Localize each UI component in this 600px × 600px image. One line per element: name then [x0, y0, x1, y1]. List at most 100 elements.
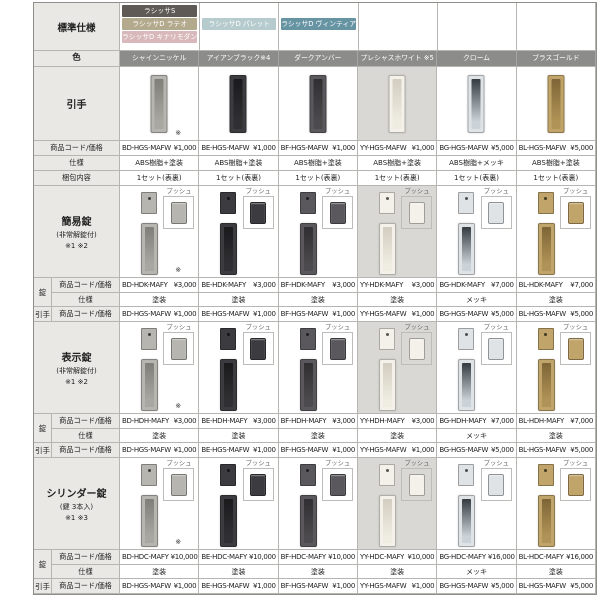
push-button-image	[250, 337, 267, 360]
row-label-spec: 仕様	[52, 293, 120, 307]
lock-plate-image	[141, 192, 158, 214]
lock-plate-image	[379, 328, 396, 350]
color-name-brass-gold: ブラスゴールド	[516, 51, 596, 67]
lock-cylinder-image	[299, 464, 316, 486]
product-code: BE-HDC-MAFY	[201, 553, 247, 561]
push-button-figure: プッシュ	[242, 187, 274, 229]
push-button-box	[560, 196, 592, 229]
product-price: ¥10,000	[170, 553, 198, 561]
product-price: ¥1,000	[411, 446, 435, 454]
product-price: ¥5,000	[490, 144, 514, 152]
sub-label-hikite: 引手	[34, 579, 52, 594]
sub-label-lock: 錠	[34, 414, 52, 443]
spec-cell: 塗装	[358, 293, 438, 307]
product-code: BG-HGS-MAFW	[439, 582, 489, 590]
code-price-cell: BL-HDH-MAFY ¥7,000	[516, 414, 596, 429]
push-button-figure: プッシュ	[163, 323, 195, 365]
product-price: ¥7,000	[570, 281, 593, 289]
cylinder-image-dark-amber: プッシュ	[278, 458, 358, 550]
pull-handle-image	[229, 75, 247, 133]
product-code: YY-HDK-MAFY	[360, 281, 404, 289]
code-price-cell: YY-HGS-MAFW ¥1,000	[358, 579, 438, 594]
section-subtitle: (鍵 3本入)	[59, 503, 94, 511]
section-notes: ※1 ※3	[65, 514, 88, 522]
product-code: BE-HGS-MAFW	[201, 582, 250, 590]
product-price: ¥1,000	[332, 310, 355, 318]
product-code: BG-HDK-MAFY	[439, 281, 485, 289]
pull-handle-image	[299, 223, 317, 275]
hyoujijo-spec-rows: 錠 商品コード/価格 BD-HDH-MAFY ¥3,000 BE-HDH-MAFY…	[34, 414, 596, 458]
section-title-text: 表示錠	[61, 353, 92, 364]
section-notes: ※1 ※2	[65, 242, 88, 250]
code-price-cell: BG-HGS-MAFW ¥5,000	[437, 443, 517, 458]
product-price: ¥1,000	[332, 446, 355, 454]
product-code: BG-HGS-MAFW	[439, 310, 489, 318]
push-label: プッシュ	[483, 460, 509, 467]
push-button-image	[408, 337, 425, 360]
pull-handle-image	[220, 223, 238, 275]
product-price: ¥1,000	[332, 144, 355, 152]
hikite-image-row: 引手 ※	[34, 67, 596, 141]
lock-plate-image	[220, 328, 237, 350]
pull-handle-image	[388, 75, 406, 133]
section-title-text: 引手	[66, 100, 87, 111]
code-price-cell: BG-HGS-MAFW ¥5,000	[437, 307, 517, 322]
push-label: プッシュ	[483, 188, 509, 195]
row-label-code-price: 商品コード/価格	[52, 414, 120, 429]
product-code: BL-HGS-MAFW	[518, 446, 567, 454]
kanijo-image-chrome: プッシュ	[437, 186, 517, 278]
product-code: YY-HGS-MAFW	[360, 582, 407, 590]
spec-cell: ABS樹脂+メッキ	[437, 156, 517, 171]
hyoujijo-image-iron-black: プッシュ	[199, 322, 279, 414]
push-button-image	[567, 337, 584, 360]
code-price-cell: BD-HDK-MAFY ¥3,000	[120, 278, 200, 293]
push-button-box	[163, 332, 195, 365]
product-code: YY-HGS-MAFW	[360, 446, 407, 454]
row-label-package: 梱包内容	[34, 171, 120, 186]
lock-plate-image	[458, 328, 475, 350]
product-price: ¥1,000	[173, 582, 197, 590]
push-label: プッシュ	[245, 188, 271, 195]
product-price: ¥3,000	[332, 417, 355, 425]
push-label: プッシュ	[166, 188, 192, 195]
product-code: BG-HGS-MAFW	[439, 144, 489, 152]
push-button-image	[170, 337, 187, 360]
product-code: BD-HGS-MAFW	[122, 310, 171, 318]
product-price: ¥3,000	[173, 417, 197, 425]
pull-handle-image	[220, 495, 238, 547]
push-button-image	[250, 201, 267, 224]
spec-cell: 塗装	[278, 429, 358, 443]
series-cell-precious-white	[359, 3, 439, 51]
kanijo-image-brass-gold: プッシュ	[516, 186, 596, 278]
kanijo-image-precious-white: プッシュ	[357, 186, 438, 278]
row-label-code-price: 商品コード/価格	[52, 443, 120, 458]
spec-cell: 塗装	[199, 429, 279, 443]
product-price: ¥1,000	[173, 446, 197, 454]
push-button-image	[488, 473, 505, 496]
pull-handle-image	[299, 495, 317, 547]
kanijo-spec-rows: 錠 商品コード/価格 BD-HDK-MAFY ¥3,000 BE-HDK-MAFY…	[34, 278, 596, 322]
footnote-mark: ※	[175, 266, 182, 274]
product-price: ¥1,000	[411, 310, 435, 318]
code-price-cell: BD-HGS-MAFW ¥1,000	[120, 141, 200, 156]
hyoujijo-image-row: 表示錠 (非常解錠付) ※1 ※2 プッシュ ※ プッシュ プッシュ プッシュ プ…	[34, 322, 596, 414]
hikite-image-precious-white	[357, 67, 438, 141]
pull-handle-image	[537, 223, 555, 275]
product-code: BE-HGS-MAFW	[201, 310, 250, 318]
pull-handle-image	[537, 359, 555, 411]
push-button-figure: プッシュ	[480, 459, 512, 501]
row-label-spec: 仕様	[52, 565, 120, 579]
spec-cell: 塗装	[199, 293, 279, 307]
product-price: ¥7,000	[490, 417, 514, 425]
product-code: BL-HGS-MAFW	[518, 144, 567, 152]
cylinder-spec-rows: 錠 商品コード/価格 BD-HDC-MAFY ¥10,000 BE-HDC-MAF…	[34, 550, 596, 594]
hyoujijo-image-chrome: プッシュ	[437, 322, 517, 414]
series-badge-lasissa-d-lateo: ラシッサD ラテオ	[122, 18, 198, 30]
pull-handle-image	[467, 75, 485, 133]
pull-handle-image	[220, 359, 238, 411]
section-title-text: 簡易錠	[61, 217, 92, 228]
product-code: BD-HDC-MAFY	[122, 553, 169, 561]
pull-handle-image	[309, 75, 327, 133]
push-button-box	[480, 468, 512, 501]
pull-handle-image	[150, 75, 168, 133]
